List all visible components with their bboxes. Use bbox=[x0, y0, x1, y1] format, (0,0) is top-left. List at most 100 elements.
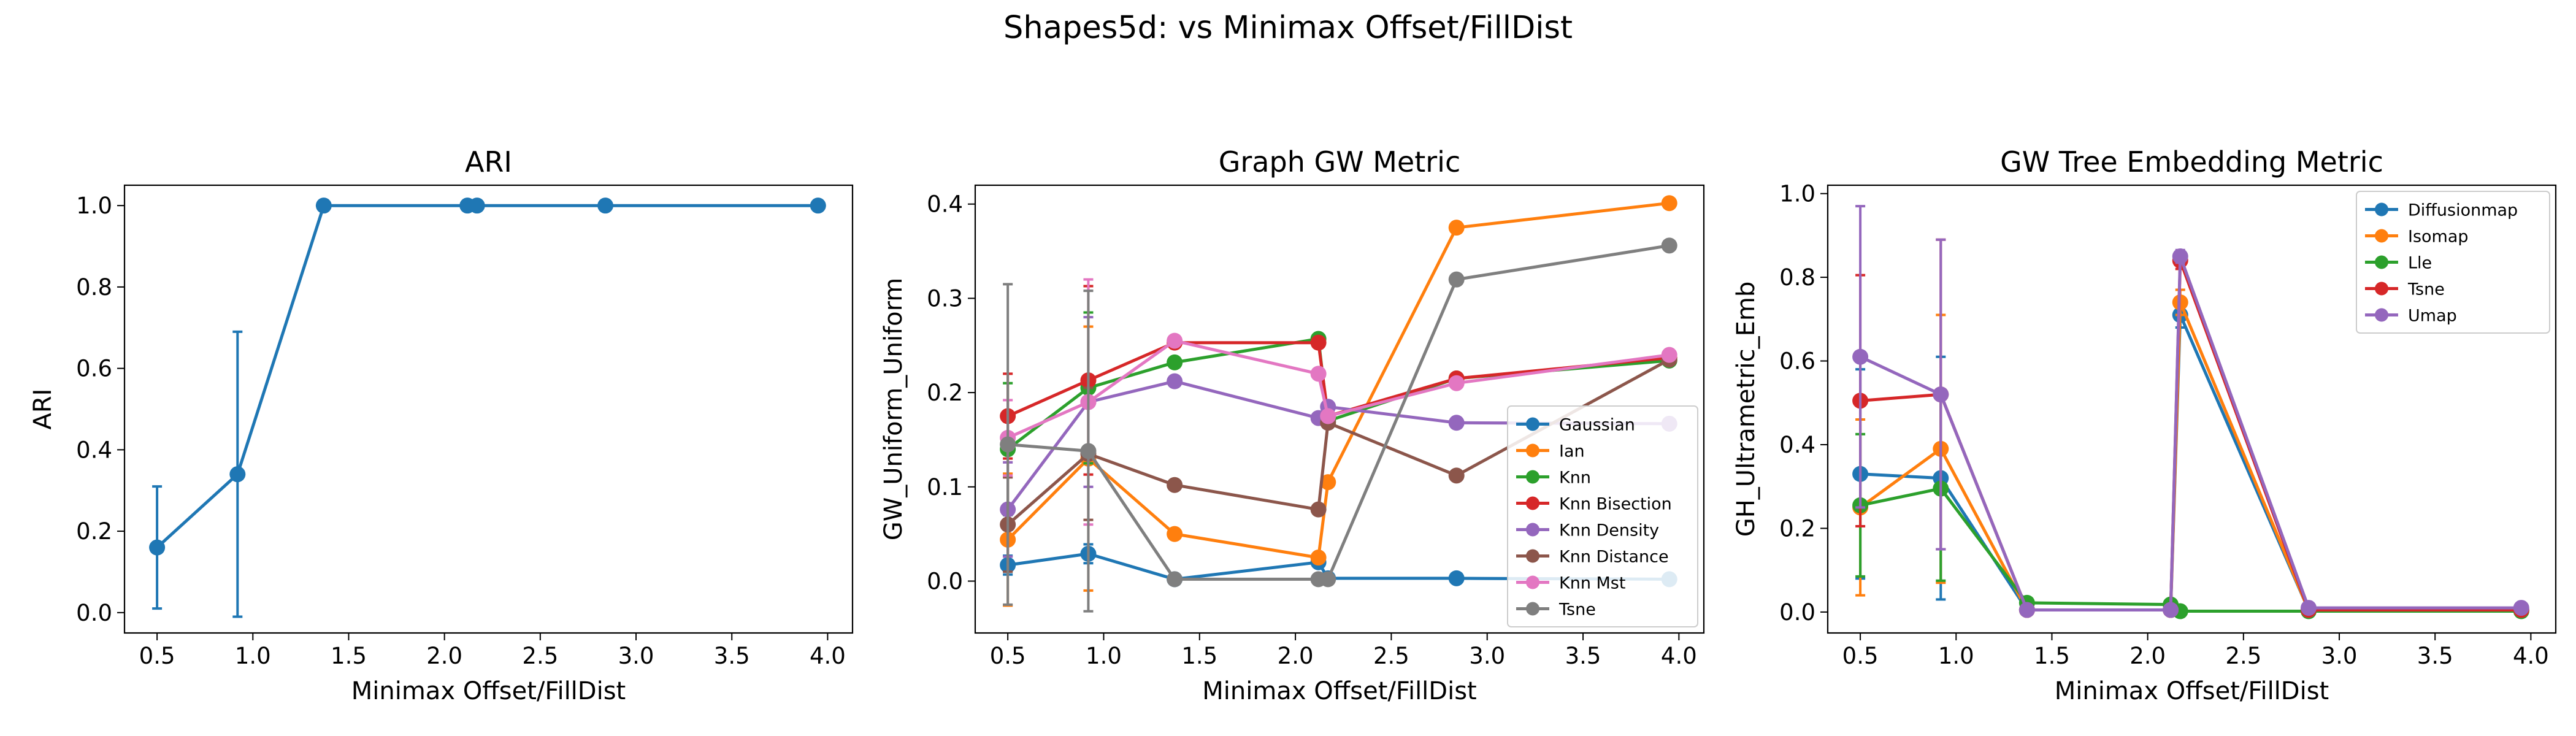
legend-marker bbox=[1526, 602, 1539, 616]
x-tick-label: 2.5 bbox=[1373, 643, 1409, 669]
y-tick-label: 0.0 bbox=[927, 568, 963, 594]
data-point bbox=[1320, 408, 1336, 424]
y-tick-label: 0.4 bbox=[1779, 432, 1815, 458]
legend: Diffusionmap Isomap Lle Tsne Umap bbox=[2356, 191, 2550, 334]
x-tick-label: 1.0 bbox=[1938, 643, 1974, 669]
legend-entry: Diffusionmap bbox=[2365, 201, 2518, 220]
y-tick-label: 0.2 bbox=[76, 518, 112, 545]
data-point bbox=[1448, 570, 1465, 586]
x-tick-label: 0.5 bbox=[990, 643, 1026, 669]
data-point bbox=[1448, 271, 1465, 288]
legend-entry: Umap bbox=[2365, 307, 2457, 326]
legend-label: Gaussian bbox=[1559, 416, 1635, 435]
legend-marker bbox=[1526, 549, 1539, 563]
y-tick-label: 0.8 bbox=[1779, 264, 1815, 291]
y-tick-label: 0.6 bbox=[76, 356, 112, 382]
subplot-1: ARI 0.5 1.0 1.5 2.0 2.5 3.0 3.5 4.0 0.0 0.2 0.4 0.6 0… bbox=[29, 145, 854, 705]
x-tick-label: 2.0 bbox=[426, 643, 462, 669]
y-tick-label: 0.6 bbox=[1779, 348, 1815, 375]
data-point bbox=[1852, 348, 1869, 365]
data-point bbox=[1310, 550, 1327, 566]
x-tick-label: 2.5 bbox=[2225, 643, 2261, 669]
legend-entry: Knn bbox=[1516, 469, 1591, 488]
subplot-title: Graph GW Metric bbox=[1219, 145, 1460, 178]
axes-frame bbox=[123, 184, 854, 634]
legend-marker bbox=[1526, 575, 1539, 589]
legend-label: Lle bbox=[2408, 254, 2432, 273]
axes-frame bbox=[974, 184, 1705, 634]
x-tick-label: 1.5 bbox=[331, 643, 367, 669]
legend-entry: Gaussian bbox=[1516, 416, 1635, 435]
x-tick-label: 3.5 bbox=[714, 643, 750, 669]
y-tick-label: 0.8 bbox=[76, 274, 112, 301]
data-point bbox=[810, 197, 826, 214]
data-point bbox=[1661, 237, 1677, 254]
data-point bbox=[1000, 436, 1016, 453]
y-tick-label: 0.2 bbox=[1779, 515, 1815, 542]
legend-label: Knn Mst bbox=[1559, 574, 1625, 593]
legend-marker bbox=[2375, 308, 2388, 322]
x-tick-label: 4.0 bbox=[1661, 643, 1697, 669]
legend-marker bbox=[2375, 282, 2388, 296]
data-point bbox=[315, 197, 332, 214]
legend-marker bbox=[2375, 202, 2388, 217]
y-axis-label: GH_Ultrametric_Emb bbox=[1732, 282, 1760, 537]
y-tick-label: 0.0 bbox=[76, 600, 112, 626]
x-tick-label: 2.0 bbox=[2129, 643, 2166, 669]
axes-frame bbox=[1827, 184, 2557, 634]
data-point bbox=[1080, 443, 1097, 459]
data-point bbox=[1167, 571, 1183, 588]
x-tick-label: 3.0 bbox=[1469, 643, 1505, 669]
legend-label: Tsne bbox=[1558, 600, 1596, 619]
data-point bbox=[1320, 571, 1336, 588]
legend-marker bbox=[1526, 443, 1539, 458]
legend-entry: Knn Distance bbox=[1516, 548, 1669, 567]
x-tick-label: 3.0 bbox=[2321, 643, 2358, 669]
legend-entry: Knn Bisection bbox=[1516, 495, 1672, 514]
data-point bbox=[1448, 415, 1465, 431]
legend: Gaussian Ian Knn Knn Bisection Knn Density Kn… bbox=[1507, 405, 1698, 627]
figure-suptitle: Shapes5d: vs Minimax Offset/FillDist bbox=[1003, 10, 1573, 46]
legend-marker bbox=[1526, 523, 1539, 537]
y-tick-label: 1.0 bbox=[76, 193, 112, 219]
series-tsne bbox=[1000, 237, 1677, 613]
subplot-3: GW Tree Embedding Metric 0.5 1.0 1.5 2.0 2.5 3… bbox=[1732, 145, 2557, 705]
y-axis-label: ARI bbox=[29, 389, 57, 430]
data-point bbox=[1661, 195, 1677, 212]
legend-entry: Ian bbox=[1516, 442, 1585, 461]
legend-label: Knn bbox=[1559, 469, 1591, 488]
subplot-2: Graph GW Metric 0.5 1.0 1.5 2.0 2.5 3.0 3.5 4.0 0… bbox=[880, 145, 1705, 705]
x-tick-label: 0.5 bbox=[1842, 643, 1879, 669]
x-tick-label: 1.5 bbox=[1181, 643, 1217, 669]
data-point bbox=[149, 539, 166, 556]
x-tick-label: 2.5 bbox=[522, 643, 558, 669]
data-point bbox=[1167, 332, 1183, 349]
legend-entry: Knn Mst bbox=[1516, 574, 1625, 593]
legend-entry: Knn Density bbox=[1516, 521, 1659, 540]
y-tick-label: 1.0 bbox=[1779, 181, 1815, 207]
x-tick-label: 4.0 bbox=[810, 643, 846, 669]
y-tick-label: 0.4 bbox=[76, 437, 112, 463]
x-axis-label: Minimax Offset/FillDist bbox=[1202, 677, 1476, 705]
series-ari bbox=[149, 197, 826, 618]
legend-entry: Lle bbox=[2365, 254, 2432, 273]
legend-frame bbox=[1507, 405, 1698, 627]
data-point bbox=[1448, 375, 1465, 391]
data-point bbox=[2172, 248, 2188, 264]
data-point bbox=[1448, 220, 1465, 236]
data-point bbox=[1933, 386, 1949, 403]
legend-label: Knn Bisection bbox=[1559, 495, 1672, 514]
legend-label: Diffusionmap bbox=[2408, 201, 2518, 220]
data-point bbox=[2513, 600, 2529, 616]
y-axis-label: GW_Uniform_Uniform bbox=[880, 278, 908, 541]
x-tick-label: 1.0 bbox=[1086, 643, 1122, 669]
x-tick-label: 1.5 bbox=[2034, 643, 2070, 669]
x-tick-label: 1.0 bbox=[235, 643, 271, 669]
legend-entry: Tsne bbox=[1516, 600, 1596, 619]
legend-marker bbox=[2375, 229, 2388, 243]
x-tick-label: 3.5 bbox=[2417, 643, 2453, 669]
legend-marker bbox=[2375, 255, 2388, 269]
data-point bbox=[597, 197, 614, 214]
data-point bbox=[1448, 467, 1465, 484]
